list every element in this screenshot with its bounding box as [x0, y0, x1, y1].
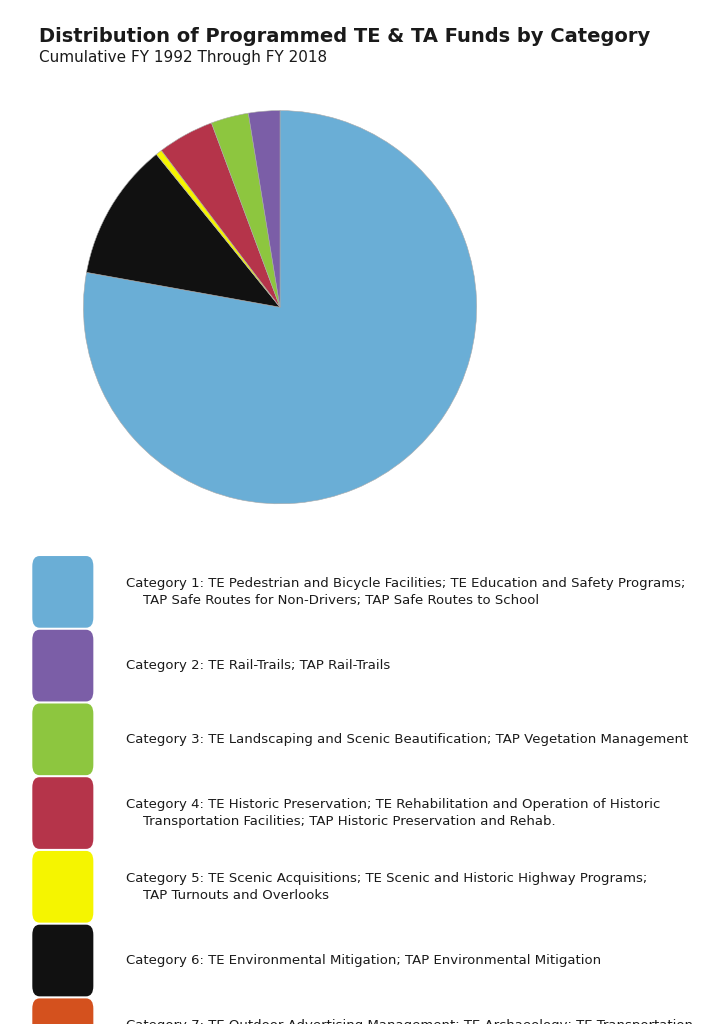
FancyBboxPatch shape: [32, 851, 93, 923]
Wedge shape: [248, 111, 280, 307]
Text: Category 6: TE Environmental Mitigation; TAP Environmental Mitigation: Category 6: TE Environmental Mitigation;…: [126, 954, 601, 967]
Wedge shape: [211, 114, 280, 307]
Text: Category 5: TE Scenic Acquisitions; TE Scenic and Historic Highway Programs;
   : Category 5: TE Scenic Acquisitions; TE S…: [126, 871, 647, 902]
Text: Category 3: TE Landscaping and Scenic Beautification; TAP Vegetation Management: Category 3: TE Landscaping and Scenic Be…: [126, 733, 688, 745]
Wedge shape: [162, 123, 280, 307]
FancyBboxPatch shape: [32, 556, 93, 628]
FancyBboxPatch shape: [32, 925, 93, 996]
Text: Distribution of Programmed TE & TA Funds by Category: Distribution of Programmed TE & TA Funds…: [39, 27, 651, 46]
Text: Category 7: TE Outdoor Advertising Management; TE Archaeology; TE Transportation: Category 7: TE Outdoor Advertising Manag…: [126, 1019, 693, 1024]
Text: Category 2: TE Rail-Trails; TAP Rail-Trails: Category 2: TE Rail-Trails; TAP Rail-Tra…: [126, 659, 390, 672]
Wedge shape: [83, 111, 477, 504]
FancyBboxPatch shape: [32, 777, 93, 849]
Text: Category 1: TE Pedestrian and Bicycle Facilities; TE Education and Safety Progra: Category 1: TE Pedestrian and Bicycle Fa…: [126, 577, 685, 607]
FancyBboxPatch shape: [32, 998, 93, 1024]
Text: Cumulative FY 1992 Through FY 2018: Cumulative FY 1992 Through FY 2018: [39, 50, 327, 66]
FancyBboxPatch shape: [32, 703, 93, 775]
FancyBboxPatch shape: [32, 630, 93, 701]
Text: Category 4: TE Historic Preservation; TE Rehabilitation and Operation of Histori: Category 4: TE Historic Preservation; TE…: [126, 798, 660, 828]
Wedge shape: [87, 155, 280, 307]
Wedge shape: [157, 151, 280, 307]
